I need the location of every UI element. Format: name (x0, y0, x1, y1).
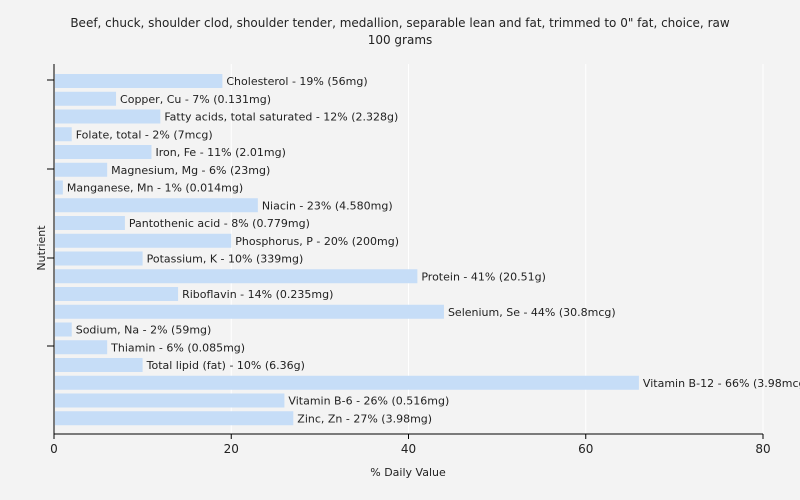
bar-4 (55, 127, 72, 142)
x-tick-label-80: 80 (755, 442, 770, 456)
bar-13 (55, 287, 179, 301)
bar-label-3: Fatty acids, total saturated - 12% (2.32… (164, 111, 398, 124)
bar-20 (55, 411, 294, 426)
bar-16 (55, 340, 108, 355)
bar-8 (55, 198, 258, 213)
bar-6 (55, 162, 108, 177)
bar-label-15: Sodium, Na - 2% (59mg) (76, 324, 212, 337)
bar-label-5: Iron, Fe - 11% (2.01mg) (155, 146, 285, 159)
bar-label-9: Pantothenic acid - 8% (0.779mg) (129, 217, 310, 230)
axes: 0 20 40 60 80 (47, 64, 771, 456)
bar-10 (55, 233, 232, 248)
bar-18 (55, 375, 639, 390)
bar-19 (55, 393, 285, 408)
bar-14 (55, 304, 444, 319)
bar-label-16: Thiamin - 6% (0.085mg) (110, 341, 245, 354)
bar-label-6: Magnesium, Mg - 6% (23mg) (111, 164, 270, 177)
bar-label-11: Potassium, K - 10% (339mg) (147, 253, 304, 266)
bar-7 (55, 180, 63, 195)
bar-2 (55, 91, 117, 106)
bar-label-18: Vitamin B-12 - 66% (3.98mcg) (643, 377, 800, 390)
bar-label-1: Cholesterol - 19% (56mg) (226, 75, 367, 88)
bar-1 (55, 74, 223, 88)
bar-17 (55, 358, 143, 372)
gridlines (230, 64, 764, 434)
bar-label-8: Niacin - 23% (4.580mg) (262, 199, 393, 212)
bars: Cholesterol - 19% (56mg) Copper, Cu - 7% … (55, 74, 800, 426)
x-tick-label-0: 0 (50, 442, 58, 456)
bar-label-14: Selenium, Se - 44% (30.8mcg) (448, 306, 616, 319)
y-axis-title: Nutrient (35, 225, 48, 271)
bar-label-10: Phosphorus, P - 20% (200mg) (235, 235, 399, 248)
bar-5 (55, 145, 152, 159)
chart-title: Beef, chuck, shoulder clod, shoulder ten… (70, 16, 730, 30)
bar-label-4: Folate, total - 2% (7mcg) (76, 128, 213, 141)
x-tick-label-20: 20 (224, 442, 239, 456)
bar-11 (55, 251, 143, 266)
bar-label-7: Manganese, Mn - 1% (0.014mg) (67, 182, 243, 195)
bar-label-12: Protein - 41% (20.51g) (421, 270, 546, 283)
x-axis-title: % Daily Value (370, 466, 446, 479)
bar-label-2: Copper, Cu - 7% (0.131mg) (120, 93, 271, 106)
x-tick-label-60: 60 (578, 442, 593, 456)
bar-label-20: Zinc, Zn - 27% (3.98mg) (297, 412, 432, 425)
chart-subtitle: 100 grams (368, 33, 433, 47)
bar-12 (55, 269, 418, 284)
x-tick-label-40: 40 (401, 442, 416, 456)
bar-9 (55, 216, 125, 230)
bar-15 (55, 322, 72, 337)
bar-3 (55, 109, 161, 124)
bar-label-19: Vitamin B-6 - 26% (0.516mg) (288, 395, 449, 408)
bar-label-17: Total lipid (fat) - 10% (6.36g) (146, 359, 305, 372)
bar-label-13: Riboflavin - 14% (0.235mg) (182, 288, 333, 301)
